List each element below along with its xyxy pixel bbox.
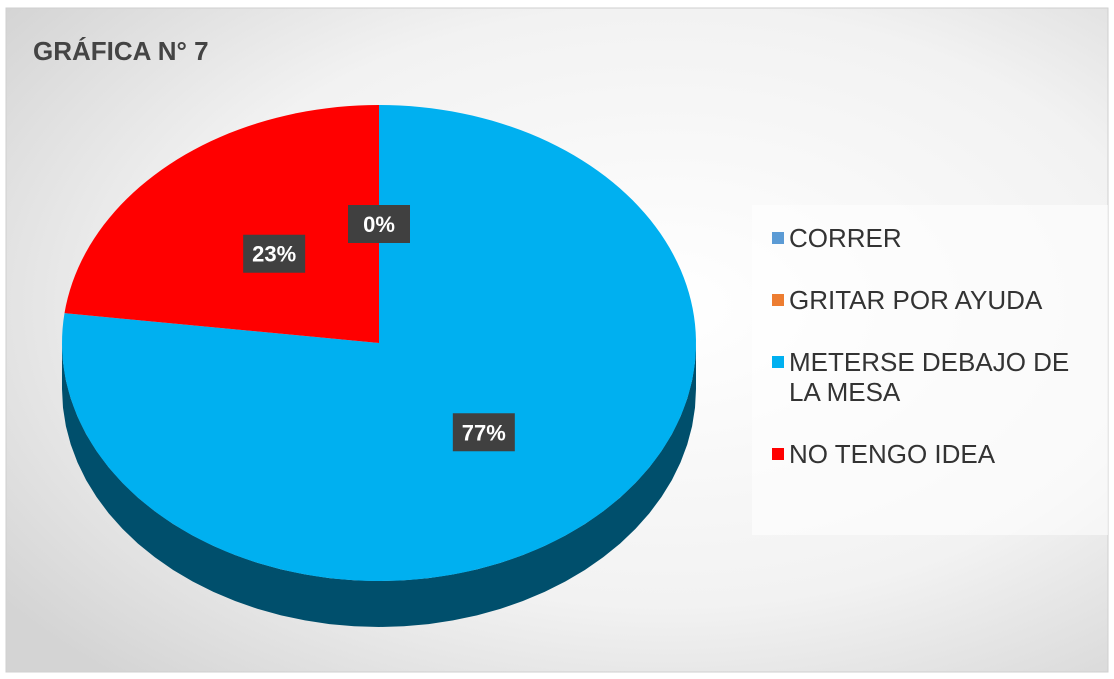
- legend-label: GRITAR POR AYUDA: [789, 285, 1043, 315]
- legend-swatch: [772, 448, 784, 460]
- data-label-box: [348, 205, 410, 243]
- data-label: 23%: [252, 242, 296, 267]
- legend-item: METERSE DEBAJO DE LA MESA: [772, 347, 1102, 407]
- legend-item: CORRER: [772, 223, 1102, 253]
- legend-swatch: [772, 356, 784, 368]
- legend-item: GRITAR POR AYUDA: [772, 285, 1102, 315]
- pie-side: [62, 343, 696, 627]
- legend-item: NO TENGO IDEA: [772, 439, 1102, 469]
- data-label-box: [452, 413, 515, 452]
- legend: CORRER GRITAR POR AYUDA METERSE DEBAJO DE …: [752, 205, 1108, 535]
- pie-slice: [62, 105, 696, 581]
- data-label: 0%: [363, 212, 395, 237]
- legend-label: METERSE DEBAJO DE LA MESA: [789, 347, 1070, 407]
- chart-title: GRÁFICA N° 7: [33, 36, 209, 66]
- legend-label: CORRER: [789, 223, 902, 253]
- data-label: 77%: [462, 420, 506, 445]
- pie-slice: [64, 105, 380, 343]
- legend-label: NO TENGO IDEA: [789, 439, 996, 469]
- legend-swatch: [772, 294, 784, 306]
- legend-swatch: [772, 232, 784, 244]
- data-label-box: [243, 234, 306, 273]
